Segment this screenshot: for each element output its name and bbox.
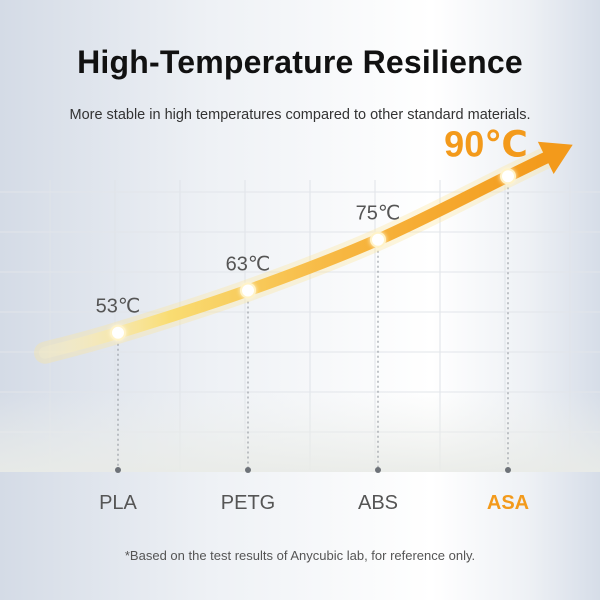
data-points bbox=[110, 168, 516, 341]
x-label-abs: ABS bbox=[358, 492, 398, 514]
footnote: *Based on the test results of Anycubic l… bbox=[124, 548, 476, 563]
value-label-asa: 90℃ bbox=[444, 123, 528, 164]
value-label-petg: 63℃ bbox=[226, 253, 271, 275]
data-point-petg bbox=[240, 282, 256, 299]
value-label-abs: 75℃ bbox=[356, 203, 401, 225]
trend-arrowhead bbox=[537, 141, 573, 175]
value-labels: 53℃ 63℃ 75℃ 90℃ bbox=[96, 123, 528, 317]
chart-floor bbox=[0, 390, 600, 472]
x-label-asa: ASA bbox=[487, 492, 529, 514]
baseline-tick-petg bbox=[245, 467, 251, 473]
data-point-asa bbox=[500, 168, 516, 185]
chart-subtitle: More stable in high temperatures compare… bbox=[69, 107, 531, 123]
data-point-pla bbox=[110, 324, 126, 341]
baseline-tick-abs bbox=[375, 467, 381, 473]
trend-curve bbox=[34, 141, 573, 364]
x-label-petg: PETG bbox=[221, 492, 275, 514]
value-label-pla: 53℃ bbox=[96, 296, 141, 318]
drop-lines bbox=[115, 182, 511, 473]
data-point-abs bbox=[370, 231, 386, 248]
x-axis-labels: PLA PETG ABS ASA bbox=[99, 492, 529, 514]
trend-curve-glow bbox=[34, 146, 557, 364]
x-label-pla: PLA bbox=[99, 492, 137, 514]
chart-title: High-Temperature Resilience bbox=[77, 44, 523, 80]
baseline-tick-asa bbox=[505, 467, 511, 473]
baseline-tick-pla bbox=[115, 467, 121, 473]
